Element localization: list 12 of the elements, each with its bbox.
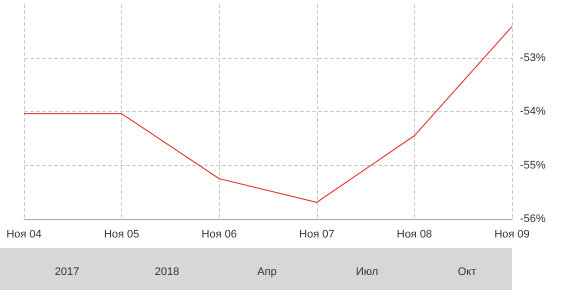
x-tick-label: Ноя 04 [6,228,42,240]
x-tick-label: Ноя 07 [299,228,334,240]
x-tick-label: Ноя 08 [396,228,432,240]
line-series [24,26,512,203]
y-tick-label: -54% [520,106,546,118]
x-tick-label: Ноя 09 [494,228,530,240]
navigator-strip: 2017 2018 Апр Июл Окт [0,248,512,290]
y-tick-label: -53% [520,52,546,64]
x-tick-label: Ноя 06 [202,228,237,240]
y-tick-label: -56% [520,213,546,225]
y-tick-label: -55% [520,159,546,172]
x-tick-label: Ноя 05 [104,228,140,240]
